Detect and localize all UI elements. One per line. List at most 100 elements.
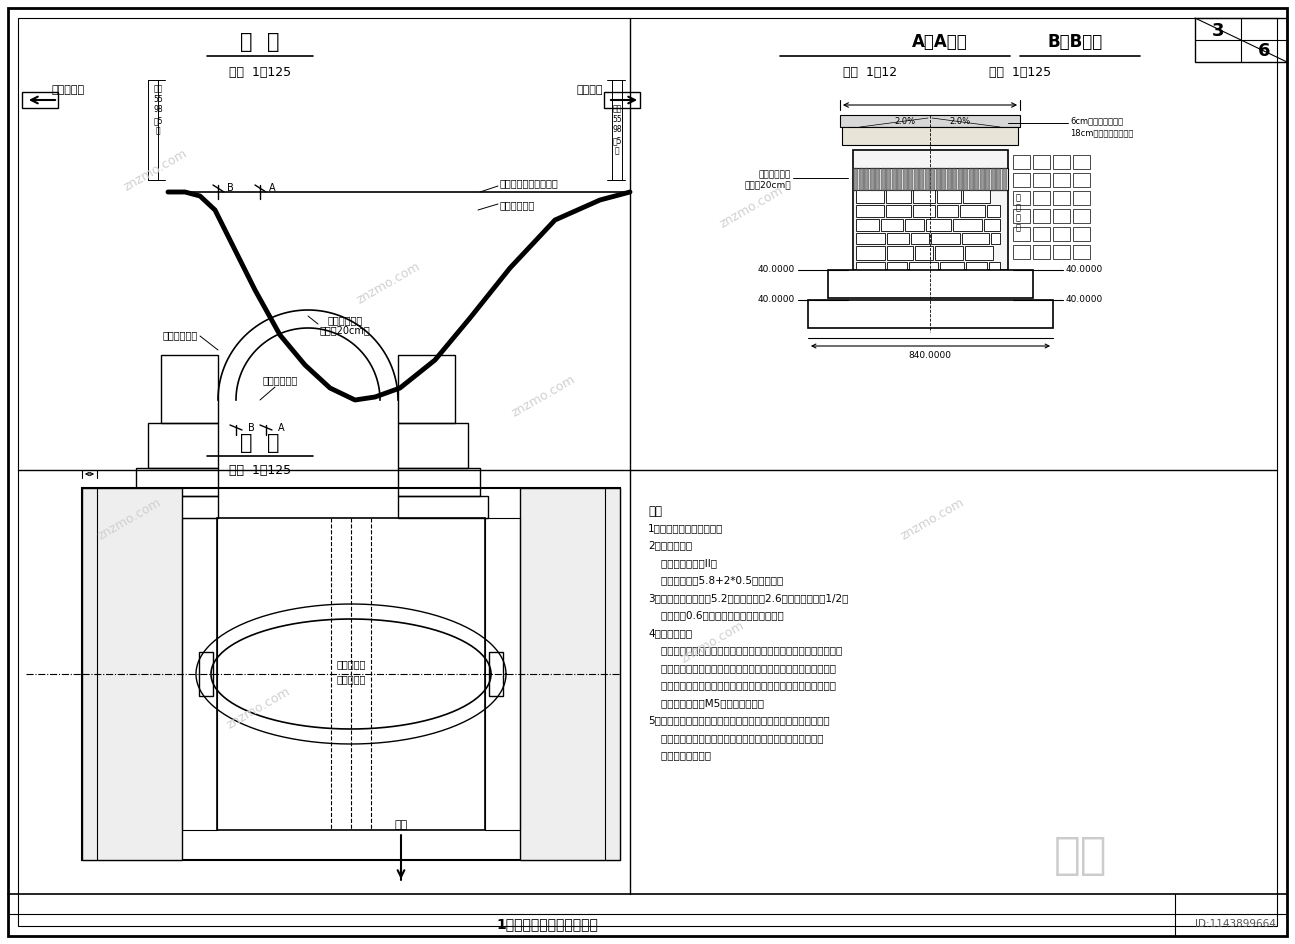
Text: 拱脚加固部分: 拱脚加固部分 (263, 375, 298, 385)
Text: 注：: 注： (648, 505, 662, 518)
Bar (1074, 155, 1090, 169)
Text: 1、图中尺寸均以厘米计。: 1、图中尺寸均以厘米计。 (648, 523, 724, 533)
Bar (962, 233, 989, 244)
Bar (1033, 155, 1050, 169)
Bar (128, 496, 218, 518)
Text: znzmo.com: znzmo.com (899, 496, 966, 543)
Bar (521, 488, 620, 860)
Bar (218, 518, 486, 830)
Text: 40.0000: 40.0000 (758, 265, 795, 275)
Bar (1053, 155, 1070, 169)
Text: 重新铺筑水稳层、桥面: 重新铺筑水稳层、桥面 (500, 178, 558, 188)
Bar (991, 233, 1000, 244)
Bar (935, 246, 963, 260)
Text: A: A (268, 183, 276, 193)
Text: 拱腰加固系: 拱腰加固系 (337, 659, 365, 669)
Text: （厚度20cm）: （厚度20cm） (320, 325, 370, 335)
Bar (960, 205, 985, 217)
Bar (398, 423, 467, 468)
Bar (398, 355, 455, 423)
Bar (161, 355, 218, 423)
Text: znzmo.com: znzmo.com (679, 618, 746, 666)
Bar (909, 262, 938, 275)
Bar (913, 205, 935, 217)
Bar (910, 233, 929, 244)
Bar (853, 168, 1008, 190)
Text: znzmo.com: znzmo.com (355, 260, 422, 307)
Text: 比例  1：12: 比例 1：12 (843, 65, 897, 78)
Bar (1074, 227, 1090, 241)
Bar (1074, 245, 1090, 259)
Text: 至巫山县城: 至巫山县城 (52, 85, 84, 95)
Bar (965, 246, 993, 260)
Bar (1033, 227, 1050, 241)
Bar (1053, 209, 1070, 223)
Bar (856, 219, 879, 231)
Text: 3: 3 (1212, 22, 1224, 40)
Bar (486, 518, 521, 830)
Text: 拱脚加固系: 拱脚加固系 (337, 674, 365, 684)
Bar (1074, 191, 1090, 205)
Bar (82, 488, 620, 860)
Bar (905, 219, 925, 231)
Text: 大木: 大木 (1053, 834, 1107, 876)
Bar (1033, 209, 1050, 223)
Text: 梁: 梁 (1017, 204, 1020, 212)
Text: 平  面: 平 面 (241, 433, 280, 453)
Bar (886, 205, 910, 217)
Text: 至庙宇镇: 至庙宇镇 (576, 85, 603, 95)
Text: 4、加固方案：: 4、加固方案： (648, 628, 692, 638)
Bar (398, 496, 488, 518)
Text: 墙，并对侧墙、主拱圈、桥台重新勾缝，和对裂缝进行灌浆。最: 墙，并对侧墙、主拱圈、桥台重新勾缝，和对裂缝进行灌浆。最 (648, 663, 837, 673)
Text: 6cm沥青混凝土路面: 6cm沥青混凝土路面 (1070, 116, 1123, 126)
Text: 立  面: 立 面 (241, 32, 280, 52)
Bar (1013, 245, 1030, 259)
Bar (931, 233, 960, 244)
Bar (856, 246, 884, 260)
Text: 缝: 缝 (1017, 224, 1020, 232)
Text: 而进行，隐蔽工程及部分细部构造可能与实际出入，施工中: 而进行，隐蔽工程及部分细部构造可能与实际出入，施工中 (648, 733, 824, 743)
Text: 40.0000: 40.0000 (758, 295, 795, 305)
Bar (1053, 173, 1070, 187)
Text: 修补损坏侧墙: 修补损坏侧墙 (500, 200, 535, 210)
Text: znzmo.com: znzmo.com (717, 184, 785, 231)
Text: znzmo.com: znzmo.com (122, 146, 189, 194)
Text: 2、技术标准：: 2、技术标准： (648, 541, 692, 550)
Bar (856, 205, 884, 217)
Bar (1033, 173, 1050, 187)
Text: ID:1143899664: ID:1143899664 (1194, 919, 1276, 929)
Bar (953, 219, 982, 231)
Text: 3、实测本桥净跨径为5.2米，净失高为2.6米，失跨比为：1/2，: 3、实测本桥净跨径为5.2米，净失高为2.6米，失跨比为：1/2， (648, 593, 848, 603)
Text: 840.0000: 840.0000 (909, 351, 952, 361)
Text: 40.0000: 40.0000 (1066, 265, 1103, 275)
Bar (842, 127, 1018, 145)
Bar (913, 190, 935, 203)
Text: 18cm水泥稳定碎石基层: 18cm水泥稳定碎石基层 (1070, 128, 1133, 138)
Bar (966, 262, 987, 275)
Text: （厚度20cm）: （厚度20cm） (745, 180, 791, 190)
Text: znzmo.com: znzmo.com (510, 373, 578, 420)
Text: 主拱圈厚0.6米，下部构造为重力式桥台。: 主拱圈厚0.6米，下部构造为重力式桥台。 (648, 611, 783, 620)
Text: 2.0%: 2.0% (895, 116, 916, 126)
Bar (987, 205, 1000, 217)
Text: znzmo.com: znzmo.com (225, 684, 293, 732)
Bar (490, 652, 502, 696)
Bar (183, 518, 218, 830)
Text: 拱腹加固部分: 拱腹加固部分 (328, 315, 363, 325)
Text: 拱腹加固部分: 拱腹加固部分 (759, 171, 791, 179)
Bar (856, 233, 884, 244)
Bar (1013, 209, 1030, 223)
Bar (853, 150, 1008, 270)
Bar (1033, 191, 1050, 205)
Bar (1013, 191, 1030, 205)
Bar (1013, 155, 1030, 169)
Text: 比例  1：125: 比例 1：125 (989, 65, 1052, 78)
Bar (603, 92, 640, 108)
Text: 应注意据实调整。: 应注意据实调整。 (648, 750, 711, 761)
Bar (1053, 191, 1070, 205)
Text: 比例  1：125: 比例 1：125 (229, 65, 291, 78)
Bar (963, 190, 989, 203)
Text: 6: 6 (1257, 42, 1270, 60)
Text: 田: 田 (1017, 213, 1020, 223)
Bar (887, 246, 913, 260)
